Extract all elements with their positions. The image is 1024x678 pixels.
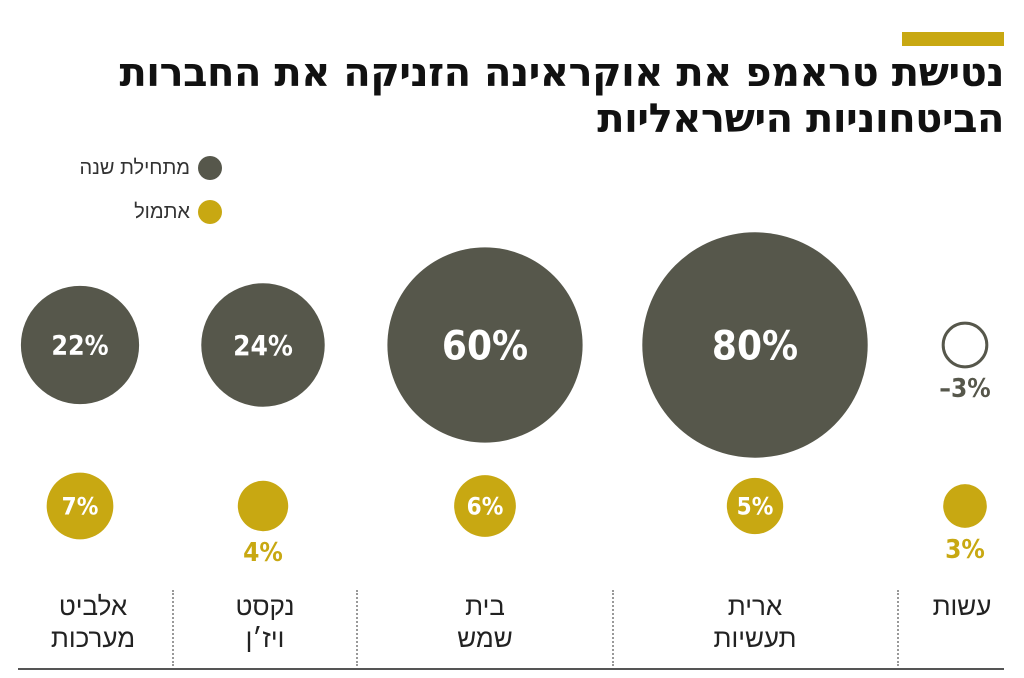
value-label-yesterday-nextvision: 4% [243, 538, 283, 568]
baseline [18, 668, 1004, 670]
column-divider [612, 590, 614, 666]
bubble-yesterday-beit-shemesh [454, 475, 516, 537]
value-label-ytd-arit: 80% [712, 323, 798, 369]
bubble-ytd-ashot [941, 321, 989, 369]
legend-item-ytd: מתחילת שנה [79, 156, 222, 180]
category-label-nextvision: נקסט ויז׳ן [235, 591, 295, 653]
chart-title: נטישת טראמפ את אוקראינה הזניקה את החברות… [119, 50, 1004, 142]
category-label-elbit: אלביט מערכות [50, 591, 136, 653]
column-divider [897, 590, 899, 666]
bubble-ytd-beit-shemesh [387, 247, 583, 443]
legend-swatch-yesterday [198, 200, 222, 224]
value-label-yesterday-elbit: 7% [62, 493, 99, 521]
legend-item-yesterday: אתמול [134, 200, 222, 224]
value-label-yesterday-arit: 5% [737, 493, 774, 521]
value-label-yesterday-beit-shemesh: 6% [467, 493, 504, 521]
value-label-yesterday-ashot: 3% [945, 535, 985, 565]
accent-bar [902, 32, 1004, 46]
value-label-ytd-beit-shemesh: 60% [442, 323, 528, 369]
bubble-ytd-nextvision [201, 283, 325, 407]
column-divider [172, 590, 174, 666]
category-label-arit: ארית תעשיות [713, 591, 797, 653]
bubble-yesterday-ashot [943, 484, 987, 528]
legend-swatch-ytd [198, 156, 222, 180]
category-label-beit-shemesh: בית שמש [457, 591, 513, 653]
bubble-ytd-arit [642, 232, 868, 458]
value-label-ytd-ashot: –3% [939, 374, 990, 404]
column-divider [356, 590, 358, 666]
bubble-yesterday-nextvision [237, 480, 289, 532]
legend-label-yesterday: אתמול [134, 200, 190, 223]
legend-label-ytd: מתחילת שנה [79, 156, 190, 179]
bubble-ytd-elbit [20, 285, 140, 405]
bubble-yesterday-elbit [46, 472, 114, 540]
bubble-yesterday-arit [726, 477, 784, 535]
value-label-ytd-elbit: 22% [51, 331, 108, 362]
category-label-ashot: עשות [932, 591, 992, 621]
value-label-ytd-nextvision: 24% [233, 329, 293, 362]
